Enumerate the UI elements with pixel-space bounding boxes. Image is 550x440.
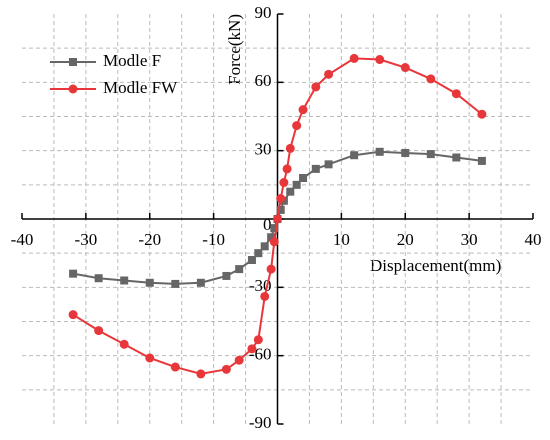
x-tick-label: -10	[202, 230, 225, 249]
marker	[120, 276, 129, 285]
marker	[426, 150, 435, 159]
marker	[311, 164, 320, 173]
x-axis-title: Displacement(mm)	[370, 256, 501, 275]
marker	[426, 74, 436, 84]
marker	[260, 291, 270, 301]
marker	[170, 362, 180, 372]
marker	[311, 82, 321, 92]
marker	[279, 178, 289, 188]
marker	[273, 214, 282, 224]
marker	[254, 249, 263, 258]
marker	[94, 326, 104, 336]
marker	[285, 143, 295, 153]
marker	[171, 279, 180, 288]
marker	[269, 237, 279, 247]
legend-label: Modle F	[103, 51, 161, 70]
marker	[234, 355, 244, 365]
x-tick-label: -30	[75, 230, 98, 249]
marker	[267, 233, 276, 242]
marker	[145, 353, 155, 363]
marker	[292, 180, 301, 189]
x-tick-label: 30	[461, 230, 478, 249]
marker	[270, 224, 279, 233]
legend-marker	[68, 84, 78, 94]
legend-marker	[69, 58, 77, 66]
legend-label: Modle FW	[103, 78, 178, 97]
marker	[145, 278, 154, 287]
x-tick-label: 40	[525, 230, 542, 249]
marker	[276, 205, 285, 214]
marker	[350, 151, 359, 160]
marker	[477, 156, 486, 165]
marker	[235, 265, 244, 274]
marker	[401, 148, 410, 157]
y-tick-label: 0	[263, 215, 272, 234]
marker	[375, 55, 385, 65]
marker	[196, 369, 206, 379]
marker	[119, 339, 129, 349]
marker	[292, 121, 302, 131]
marker	[69, 269, 78, 278]
marker	[324, 160, 333, 169]
x-tick-label: -20	[138, 230, 161, 249]
marker	[349, 53, 359, 63]
marker	[266, 264, 276, 274]
marker	[276, 194, 286, 203]
marker	[221, 364, 231, 374]
x-tick-label: 20	[397, 230, 414, 249]
marker	[324, 69, 334, 79]
y-axis-title: Force(kN)	[225, 14, 244, 85]
y-tick-label: 60	[255, 71, 272, 90]
x-tick-label: -40	[11, 230, 34, 249]
marker	[247, 344, 257, 354]
marker	[282, 164, 292, 174]
marker	[222, 271, 231, 280]
marker	[94, 274, 103, 283]
marker	[196, 278, 205, 287]
y-tick-label: 90	[255, 3, 272, 22]
marker	[298, 105, 308, 115]
y-tick-label: 30	[255, 140, 272, 159]
marker	[260, 242, 269, 251]
series-line	[72, 57, 483, 375]
y-tick-label: -90	[249, 413, 272, 432]
marker	[477, 109, 487, 119]
marker	[247, 256, 256, 264]
marker	[400, 63, 410, 73]
marker	[253, 335, 263, 345]
marker	[452, 153, 461, 162]
marker	[286, 187, 295, 196]
marker	[451, 89, 461, 99]
marker	[299, 174, 308, 182]
marker	[68, 310, 78, 320]
marker	[375, 147, 384, 156]
x-tick-label: 10	[333, 230, 350, 249]
